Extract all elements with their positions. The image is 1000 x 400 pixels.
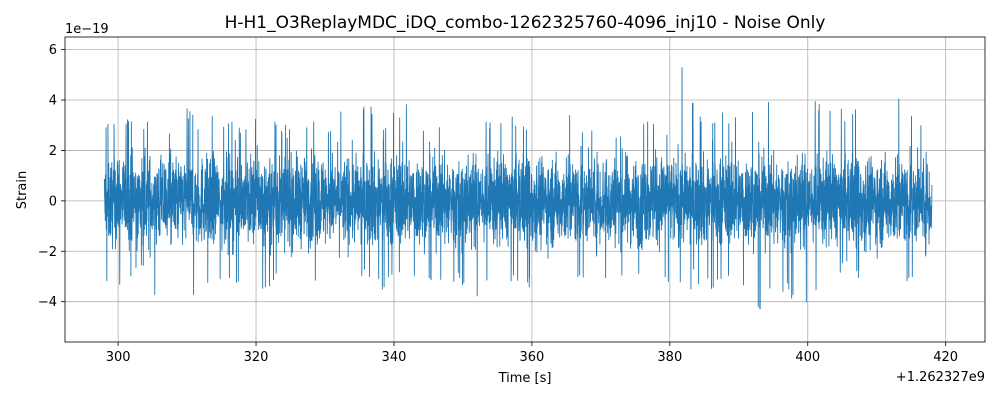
x-tick-label: 320 xyxy=(244,350,269,365)
x-axis-ticks: 300 320 340 360 380 400 420 xyxy=(106,342,958,365)
y-tick-label: 4 xyxy=(49,94,57,109)
x-axis-offset-label: +1.262327e9 xyxy=(896,370,985,385)
strain-series-line xyxy=(103,67,933,310)
y-tick-label: 2 xyxy=(49,144,57,159)
x-tick-label: 360 xyxy=(519,350,544,365)
x-tick-label: 340 xyxy=(382,350,407,365)
y-axis-scale-label: 1e−19 xyxy=(65,22,109,37)
x-tick-label: 300 xyxy=(106,350,131,365)
y-axis-ticks: −4 −2 0 2 4 6 xyxy=(38,43,65,310)
axes-frame xyxy=(64,36,986,343)
y-tick-label: −2 xyxy=(38,245,57,260)
chart-title: H-H1_O3ReplayMDC_iDQ_combo-1262325760-40… xyxy=(225,13,826,33)
x-tick-label: 420 xyxy=(933,350,958,365)
y-tick-label: 0 xyxy=(49,194,57,209)
x-axis-label: Time [s] xyxy=(498,371,552,386)
series-layer xyxy=(103,67,933,310)
y-tick-label: −4 xyxy=(38,295,57,310)
y-tick-label: 6 xyxy=(49,43,57,58)
x-tick-label: 400 xyxy=(795,350,820,365)
y-axis-label: Strain xyxy=(15,171,30,210)
x-tick-label: 380 xyxy=(657,350,682,365)
